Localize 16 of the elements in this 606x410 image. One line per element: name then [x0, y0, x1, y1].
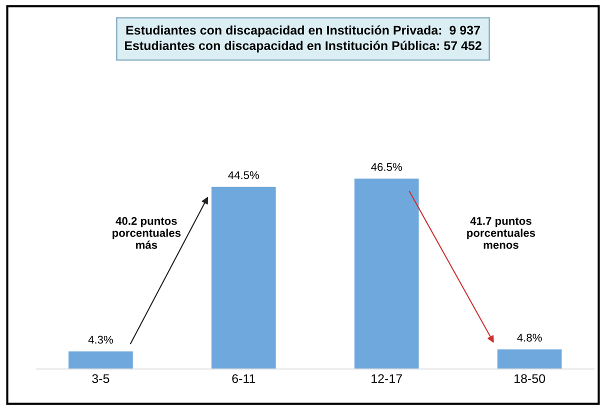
text: Estudiantes con discapacidad en Institución Pública: 57 452: [124, 40, 482, 53]
bar: [354, 178, 419, 369]
x-tick-label: 18-50: [514, 374, 546, 384]
data-label: 44.5%: [228, 171, 259, 180]
data-label: 4.3%: [88, 336, 113, 344]
data-label: 46.5%: [371, 163, 402, 171]
x-tick-label: 3-5: [92, 374, 110, 384]
bar: [497, 349, 562, 369]
bar: [211, 186, 276, 369]
x-tick-label: 6-11: [232, 374, 256, 384]
bar: [68, 351, 133, 369]
annotation: 40.2 puntos porcentuales más: [112, 217, 181, 249]
data-label: 4.8%: [517, 334, 542, 342]
x-tick-label: 12-17: [372, 374, 402, 383]
text: Estudiantes con discapacidad en Institución Privada: 9 937: [126, 25, 480, 38]
annotation: 41.7 puntos porcentuales menos: [467, 217, 536, 249]
